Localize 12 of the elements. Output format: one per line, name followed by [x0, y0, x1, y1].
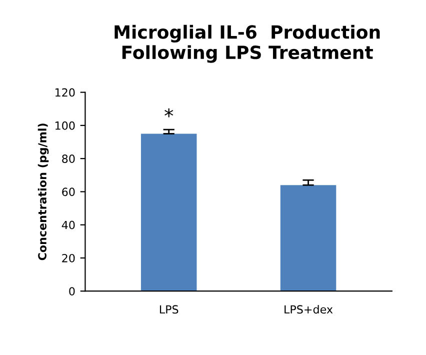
- y-tick-label: 20: [62, 254, 75, 262]
- x-tick-label: LPS: [160, 305, 178, 314]
- y-axis-title: Concentration (pg/ml): [38, 124, 49, 260]
- y-tick-label: 60: [62, 188, 75, 196]
- y-tick-label: 120: [55, 88, 75, 97]
- y-tick-label: 0: [69, 287, 75, 296]
- annotation: *: [164, 108, 174, 118]
- y-tick-label: 100: [55, 121, 75, 130]
- y-tick-label: 80: [62, 154, 75, 163]
- chart-title: Microglial IL-6 Production Following LPS Treatment: [114, 24, 380, 63]
- y-tick-label: 40: [62, 220, 75, 230]
- x-tick-label: LPS+dex: [284, 304, 333, 314]
